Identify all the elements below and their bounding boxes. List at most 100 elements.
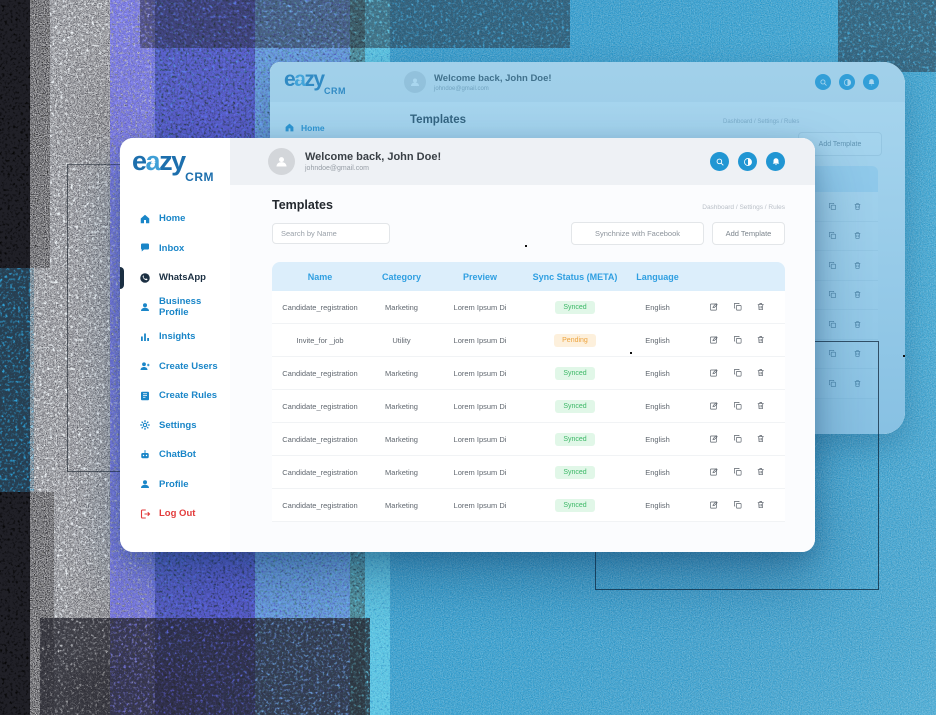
edit-icon[interactable] [709, 434, 719, 444]
chatbot-icon [139, 449, 151, 461]
add-template-button[interactable]: Add Template [712, 222, 785, 245]
cell-preview: Lorem Ipsum Di [453, 434, 507, 444]
sidebar-item-business-profile[interactable]: Business Profile [120, 293, 230, 323]
sidebar-item-label: Home [159, 213, 186, 225]
create-rules-icon [139, 390, 151, 402]
copy-icon[interactable] [733, 302, 743, 312]
inbox-icon [139, 242, 151, 254]
cell-language: English [645, 434, 670, 444]
column-header-category: Category [381, 271, 421, 282]
delete-icon[interactable] [756, 401, 766, 411]
delete-icon[interactable] [756, 467, 766, 477]
status-badge: Synced [555, 300, 595, 314]
cell-category: Marketing [385, 434, 418, 444]
sidebar-item-profile[interactable]: Profile [120, 470, 230, 500]
home-icon [139, 213, 151, 225]
search-input[interactable] [272, 223, 390, 244]
delete-icon[interactable] [756, 500, 766, 510]
cell-actions [690, 335, 785, 345]
table-row: Candidate_registration Marketing Lorem Ips… [272, 390, 785, 423]
edit-icon[interactable] [709, 335, 719, 345]
sidebar-item-create-users[interactable]: Create Users [120, 352, 230, 382]
cell-preview: Lorem Ipsum Di [453, 500, 507, 510]
sidebar-nav: Home Inbox WhatsApp Business Profile Insight… [120, 204, 230, 529]
edit-icon[interactable] [709, 500, 719, 510]
gear-icon: ✱ [150, 159, 156, 166]
topbar-icons [710, 152, 785, 171]
user-block: Welcome back, John Doe! johndoe@gmail.co… [305, 151, 441, 172]
notifications-icon[interactable] [766, 152, 785, 171]
sync-facebook-button[interactable]: Synchnize with Facebook [571, 222, 704, 245]
column-header-name: Name [307, 271, 333, 282]
brand-a-gear: a✱ [145, 146, 161, 176]
status-badge: Synced [555, 432, 595, 446]
delete-icon[interactable] [756, 335, 766, 345]
copy-icon[interactable] [733, 467, 743, 477]
cell-language: English [645, 401, 670, 411]
sidebar: ea ✱ zy CRM Home Inbox WhatsApp Business Prof… [120, 138, 230, 552]
delete-icon[interactable] [756, 368, 766, 378]
edit-icon[interactable] [709, 467, 719, 477]
cell-category: Marketing [385, 467, 418, 477]
table-row: Candidate_registration Marketing Lorem Ips… [272, 489, 785, 522]
copy-icon[interactable] [733, 335, 743, 345]
settings-icon [139, 419, 151, 431]
table-row: Invite_for _job Utility Lorem Ipsum Di Pend… [272, 324, 785, 357]
sidebar-item-create-rules[interactable]: Create Rules [120, 381, 230, 411]
sidebar-item-label: Log Out [159, 508, 196, 520]
cell-language: English [645, 368, 670, 378]
theme-toggle-icon[interactable] [738, 152, 757, 171]
app-window: ea ✱ zy CRM Home Inbox WhatsApp Business Prof… [120, 138, 815, 552]
cell-name: Candidate_registration [282, 368, 358, 378]
glitch-speck [630, 352, 632, 354]
copy-icon[interactable] [733, 434, 743, 444]
cell-sync-status: Synced [525, 399, 625, 413]
sidebar-item-settings[interactable]: Settings [120, 411, 230, 441]
page-title: Templates [272, 198, 333, 212]
column-header-language: Language [636, 271, 679, 282]
breadcrumb: Dashboard / Settings / Rules [702, 204, 785, 211]
cell-sync-status: Synced [525, 432, 625, 446]
cell-language: English [645, 335, 670, 345]
cell-category: Marketing [385, 302, 418, 312]
copy-icon[interactable] [733, 500, 743, 510]
cell-name: Candidate_registration [282, 302, 358, 312]
whatsapp-icon [139, 272, 151, 284]
user-email: johndoe@gmail.com [305, 165, 369, 172]
edit-icon[interactable] [709, 302, 719, 312]
business-profile-icon [139, 301, 151, 313]
status-badge: Synced [555, 498, 595, 512]
controls-row: Synchnize with Facebook Add Template [272, 222, 785, 245]
edit-icon[interactable] [709, 368, 719, 378]
sidebar-item-log-out[interactable]: Log Out [120, 499, 230, 529]
sidebar-item-chatbot[interactable]: ChatBot [120, 440, 230, 470]
cell-preview: Lorem Ipsum Di [453, 401, 507, 411]
sidebar-item-inbox[interactable]: Inbox [120, 234, 230, 264]
status-badge: Synced [555, 399, 595, 413]
sidebar-item-insights[interactable]: Insights [120, 322, 230, 352]
welcome-text: Welcome back, John Doe! [305, 151, 442, 163]
cell-preview: Lorem Ipsum Di [453, 335, 507, 345]
cell-category: Utility [392, 335, 411, 345]
delete-icon[interactable] [756, 302, 766, 312]
insights-icon [139, 331, 151, 343]
delete-icon[interactable] [756, 434, 766, 444]
cell-preview: Lorem Ipsum Di [453, 467, 507, 477]
sidebar-item-home[interactable]: Home [120, 204, 230, 234]
status-badge: Pending [554, 333, 596, 347]
cell-actions [690, 302, 785, 312]
edit-icon[interactable] [709, 401, 719, 411]
cell-preview: Lorem Ipsum Di [453, 302, 507, 312]
copy-icon[interactable] [733, 401, 743, 411]
logout-icon [139, 508, 151, 520]
cell-category: Marketing [385, 401, 418, 411]
table-row: Candidate_registration Marketing Lorem Ips… [272, 291, 785, 324]
cell-category: Marketing [385, 368, 418, 378]
table-header-row: Name Category Preview Sync Status (META) Lan… [272, 262, 785, 291]
sidebar-item-label: WhatsApp [159, 272, 206, 284]
glitch-speck [903, 355, 905, 357]
sidebar-item-whatsapp[interactable]: WhatsApp [120, 263, 230, 293]
person-icon [276, 157, 287, 167]
copy-icon[interactable] [733, 368, 743, 378]
search-icon[interactable] [710, 152, 729, 171]
